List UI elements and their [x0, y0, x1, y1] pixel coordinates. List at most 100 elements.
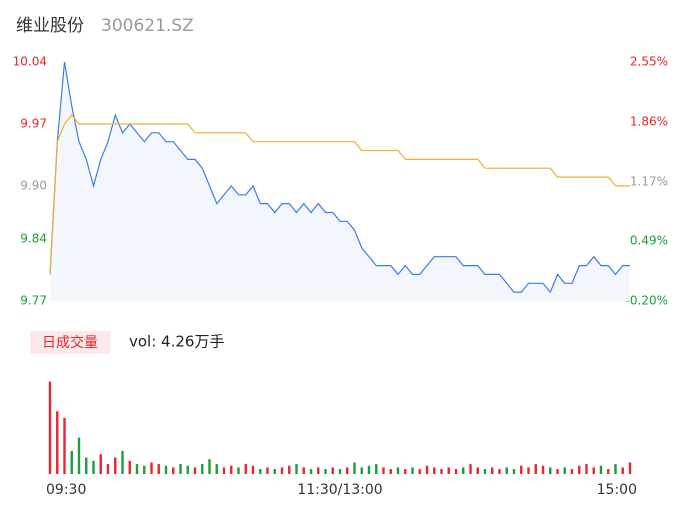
x-tick-label: 15:00: [597, 482, 637, 498]
volume-bar: [483, 469, 487, 474]
volume-bar: [295, 464, 298, 474]
volume-bar: [338, 469, 342, 474]
y2-tick-label: 1.17%: [630, 174, 668, 188]
volume-summary: vol: 4.26万手: [129, 333, 224, 351]
volume-bar: [599, 465, 603, 474]
y2-tick-label: 2.55%: [630, 55, 668, 69]
volume-bar: [440, 469, 443, 474]
volume-bar: [143, 465, 146, 474]
volume-bar: [317, 467, 320, 474]
volume-bar: [288, 465, 291, 474]
volume-bar: [527, 467, 530, 474]
volume-bar: [251, 465, 255, 474]
volume-bar: [56, 411, 59, 474]
volume-bar: [157, 464, 160, 474]
volume-bar: [360, 467, 363, 474]
volume-bar: [592, 467, 595, 474]
volume-bar: [570, 469, 574, 474]
volume-bar: [48, 381, 52, 474]
volume-bar: [150, 462, 153, 474]
volume-bar: [396, 467, 400, 474]
volume-bar: [280, 467, 284, 474]
volume-bar: [70, 450, 73, 474]
volume-bar: [172, 467, 175, 474]
volume-bar: [614, 464, 617, 474]
volume-bar: [244, 464, 247, 474]
volume-bar: [520, 465, 523, 474]
volume-bar: [114, 457, 117, 474]
y2-tick-label: -0.20%: [626, 294, 668, 308]
volume-bar: [128, 460, 131, 474]
volume-bar: [99, 454, 102, 474]
volume-bar: [462, 467, 465, 474]
volume-bar: [237, 467, 240, 474]
y2-tick-label: 1.86%: [630, 114, 668, 128]
volume-bar: [628, 462, 632, 474]
volume-bar: [266, 467, 269, 474]
volume-bar: [375, 464, 378, 474]
y-tick-label: 9.84: [20, 232, 47, 246]
volume-bar: [85, 457, 88, 474]
average-line: [49, 114, 630, 275]
volume-bar: [309, 469, 313, 474]
volume-bar: [215, 464, 218, 474]
volume-bar: [425, 465, 429, 474]
volume-bar: [512, 469, 516, 474]
volume-bar: [469, 464, 472, 474]
volume-bar: [77, 437, 81, 474]
x-tick-label: 09:30: [46, 482, 86, 498]
volume-title: 日成交量: [42, 334, 98, 351]
volume-bar: [556, 469, 559, 474]
volume-bar: [505, 467, 508, 474]
volume-bar: [324, 469, 327, 474]
y-tick-label: 10.04: [13, 55, 47, 69]
volume-bar: [121, 450, 124, 474]
volume-bar: [411, 467, 414, 474]
volume-bar: [230, 465, 233, 474]
volume-bar: [454, 469, 458, 474]
price-area: [50, 62, 630, 301]
volume-bar: [418, 469, 421, 474]
volume-bar: [404, 469, 407, 474]
y-tick-label: 9.90: [20, 178, 47, 192]
volume-bar: [353, 462, 356, 474]
price-line: [49, 61, 630, 294]
volume-bar: [273, 469, 276, 474]
volume-bar: [302, 467, 305, 474]
volume-bar: [607, 469, 610, 474]
volume-bar: [476, 467, 479, 474]
volume-bar: [534, 464, 537, 474]
stock-name: 维业股份: [16, 16, 84, 36]
volume-bar: [179, 464, 182, 474]
volume-bar: [433, 467, 436, 474]
volume-bar: [491, 467, 494, 474]
y-tick-label: 9.97: [20, 116, 47, 130]
x-tick-label: 11:30/13:00: [297, 482, 382, 498]
volume-bar: [222, 467, 226, 474]
volume-bar: [541, 465, 545, 474]
volume-bar: [346, 467, 349, 474]
volume-bar: [549, 467, 552, 474]
volume-bar: [63, 417, 66, 474]
volume-bar: [164, 465, 168, 474]
volume-bar: [106, 464, 110, 474]
volume-bar: [447, 467, 450, 474]
volume-bar: [135, 464, 139, 474]
volume-bar: [208, 459, 211, 474]
volume-bar: [201, 464, 204, 474]
volume-bar: [389, 469, 392, 474]
volume-bar: [563, 467, 566, 474]
volume-bar: [331, 467, 334, 474]
stock-code: 300621.SZ: [101, 16, 194, 36]
volume-bar: [92, 460, 95, 474]
volume-bar: [621, 467, 624, 474]
volume-bar: [193, 467, 197, 474]
volume-bar: [382, 467, 385, 474]
volume-bar: [585, 464, 588, 474]
volume-title-box: [30, 331, 110, 354]
volume-bar: [498, 469, 501, 474]
volume-bar: [367, 465, 371, 474]
y-tick-label: 9.77: [20, 294, 47, 308]
